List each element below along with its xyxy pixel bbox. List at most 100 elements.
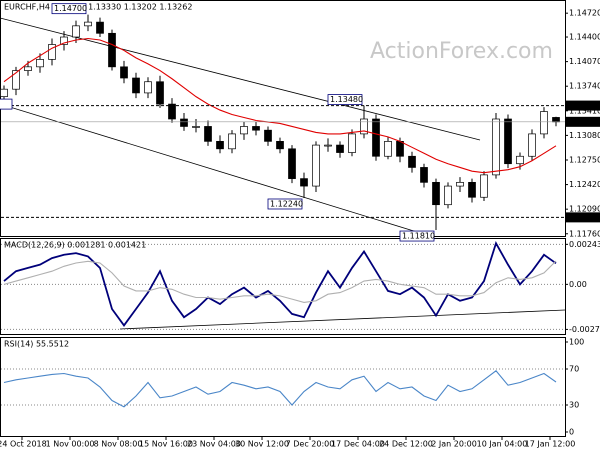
candle-body <box>528 133 536 157</box>
candle-body <box>384 141 392 157</box>
indicator-line <box>3 241 557 327</box>
x-tick-label: 17 Dec 04:00 <box>331 440 385 449</box>
candle-body <box>252 126 260 131</box>
y-tick-label: 1.12420 <box>569 180 600 189</box>
price-label-bg <box>566 100 600 111</box>
candle-body <box>204 126 212 142</box>
channel-line <box>0 17 481 141</box>
annotation: 1.14700 <box>54 4 87 13</box>
candle-body <box>552 117 560 123</box>
x-tick-label: 17 Jan 12:00 <box>525 440 576 449</box>
candle-body <box>192 126 200 128</box>
y-tick-label: 0.002436 <box>569 240 600 249</box>
price-label: 1.11980 <box>568 213 600 222</box>
candle-body <box>216 141 224 150</box>
y-tick-label: 1.13080 <box>569 131 600 140</box>
channel-line <box>0 103 431 237</box>
annotation-box <box>267 198 303 210</box>
y-tick-label: 1.11760 <box>569 229 600 238</box>
candle-body <box>288 148 296 179</box>
y-tick-label: 30 <box>569 401 579 410</box>
candle-body <box>540 111 548 135</box>
price-label-bg <box>566 212 600 223</box>
price-label-bg <box>566 116 600 127</box>
y-tick-label: -0.002742 <box>569 325 600 334</box>
candle-body <box>0 88 8 97</box>
candle-body <box>312 144 320 187</box>
chart-title: MACD(12,26,9) 0.001281 0.001421 <box>4 241 146 250</box>
indicator-line <box>3 370 557 408</box>
candle-body <box>360 118 368 135</box>
candle-body <box>468 181 476 198</box>
candle-body <box>348 133 356 153</box>
candle-body <box>84 21 92 27</box>
annotation-box <box>327 94 363 105</box>
annotation: 1.12240 <box>270 199 303 208</box>
candle-body <box>516 155 524 165</box>
x-tick-label: 24 Dec 12:00 <box>379 440 433 449</box>
y-tick-label: 0.00 <box>569 280 587 289</box>
y-tick-label: 1.12090 <box>569 205 600 214</box>
annotation-box <box>399 230 435 242</box>
candle-body <box>228 133 236 150</box>
y-tick-label: 1.13740 <box>569 82 600 91</box>
candle-body <box>480 174 488 198</box>
candle-body <box>120 66 128 79</box>
candle-body <box>300 178 308 187</box>
annotation-box <box>0 98 13 110</box>
annotation: 1.11810 <box>402 232 435 241</box>
x-tick-label: 1 Nov 00:00 <box>46 440 95 449</box>
candle-body <box>60 36 68 45</box>
price-label: 1.13262 <box>568 117 600 126</box>
x-tick-label: 23 Nov 04:00 <box>187 440 241 449</box>
candle-body <box>48 44 56 60</box>
candle-body <box>240 126 248 135</box>
indicator-line <box>3 37 557 174</box>
annotation: 1.13480 <box>330 95 363 104</box>
candle-body <box>12 70 20 90</box>
y-tick-label: 1.14400 <box>569 33 600 42</box>
y-tick-label: 100 <box>569 338 584 347</box>
pane-border <box>0 238 566 335</box>
candle-body <box>420 167 428 183</box>
x-tick-label: 2 Jan 20:00 <box>431 440 477 449</box>
candle-body <box>96 21 104 34</box>
y-tick-label: 1.12750 <box>569 155 600 164</box>
price-label: 1.13480 <box>568 101 600 110</box>
candle-body <box>504 118 512 165</box>
chart-title: RSI(14) 55.5512 <box>4 340 69 349</box>
candle-body <box>408 155 416 168</box>
x-tick-label: 8 Nov 08:00 <box>94 440 143 449</box>
x-tick-label: 10 Jan 04:00 <box>477 440 528 449</box>
candle-body <box>372 118 380 157</box>
y-tick-label: 1.13410 <box>569 106 600 115</box>
candle-body <box>36 59 44 68</box>
candle-body <box>336 144 344 153</box>
annotation-box <box>51 3 87 15</box>
candle-body <box>180 118 188 127</box>
pane-border <box>0 0 566 237</box>
y-tick-label: 70 <box>569 365 579 374</box>
candle-body <box>24 66 32 71</box>
indicator-line <box>3 260 557 303</box>
y-tick-label: 0 <box>569 428 574 437</box>
pane-border <box>0 337 566 437</box>
candle-body <box>276 141 284 150</box>
candle-body <box>432 181 440 206</box>
x-tick-label: 7 Dec 20:00 <box>286 440 335 449</box>
chart-title: EURCHF,H4 1.13321 1.13330 1.13202 1.1326… <box>4 3 192 12</box>
trend-line <box>119 309 566 330</box>
candle-body <box>264 129 272 142</box>
x-tick-label: 30 Nov 12:00 <box>235 440 289 449</box>
candle-body <box>492 118 500 176</box>
candle-body <box>456 181 464 187</box>
y-tick-label: 1.14720 <box>569 9 600 18</box>
watermark: ActionForex.com <box>370 39 553 64</box>
candle-body <box>168 103 176 120</box>
candle-body <box>156 81 164 105</box>
candle-body <box>72 25 80 38</box>
x-tick-label: 24 Oct 2018 <box>0 440 47 449</box>
candle-body <box>144 81 152 94</box>
